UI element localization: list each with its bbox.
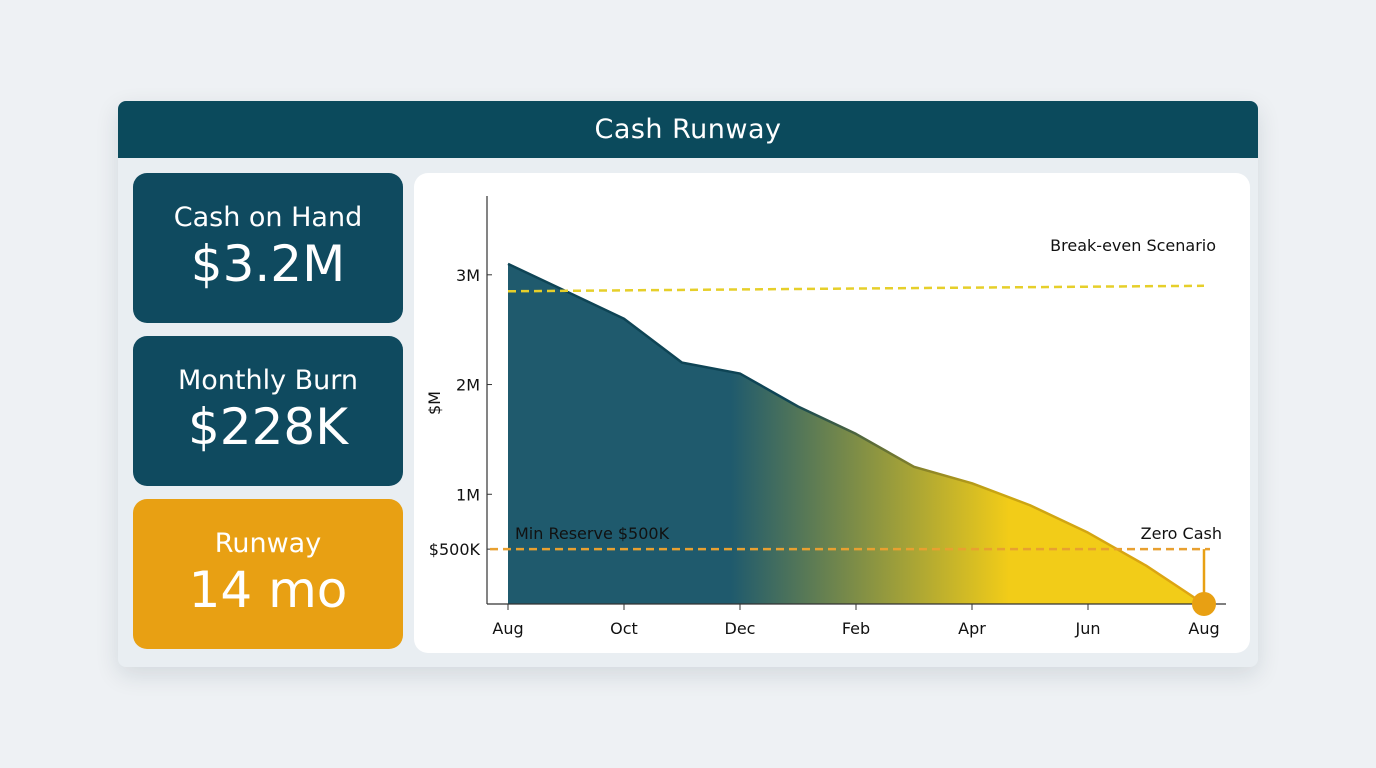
x-tick-label: Jun xyxy=(1075,619,1101,638)
y-tick-label: $500K xyxy=(429,540,481,559)
kpi-value: 14 mo xyxy=(188,560,348,619)
x-tick-label: Apr xyxy=(958,619,986,638)
y-tick-label: 3M xyxy=(456,266,480,285)
kpi-label: Runway xyxy=(214,528,322,560)
kpi-value: $3.2M xyxy=(190,234,346,293)
kpi-label: Monthly Burn xyxy=(177,365,359,397)
kpi-monthly-burn: Monthly Burn $228K xyxy=(133,336,403,486)
cash-line xyxy=(507,262,1205,606)
runway-chart: 3M 2M 1M $500K $M Aug Oct Dec Feb Apr Jun Aug Break-… xyxy=(425,196,1226,638)
break-even-line xyxy=(507,284,1205,293)
chart-panel: 3M 2M 1M $500K $M Aug Oct Dec Feb Apr Jun Aug Break-… xyxy=(414,173,1250,653)
x-tick-label: Feb xyxy=(842,619,870,638)
kpi-value: $228K xyxy=(187,397,349,456)
y-tick-label: 1M xyxy=(456,485,480,504)
min-reserve-label: Min Reserve $500K xyxy=(515,524,670,543)
zero-cash-label: Zero Cash xyxy=(1141,524,1222,543)
x-tick-label: Dec xyxy=(725,619,756,638)
x-tick-label: Aug xyxy=(1188,619,1219,638)
zero-cash-marker xyxy=(1192,592,1216,616)
kpi-cash-on-hand: Cash on Hand $3.2M xyxy=(133,173,403,323)
cash-runway-card: Cash Runway Cash on Hand $3.2M Monthly B… xyxy=(118,101,1258,667)
x-tick-label: Oct xyxy=(610,619,638,638)
y-axis-label: $M xyxy=(425,391,444,415)
card-title: Cash Runway xyxy=(118,101,1258,158)
kpi-label: Cash on Hand xyxy=(173,202,363,234)
y-tick-label: 2M xyxy=(456,376,480,395)
x-tick-label: Aug xyxy=(492,619,523,638)
kpi-runway: Runway 14 mo xyxy=(133,499,403,649)
break-even-label: Break-even Scenario xyxy=(1050,236,1216,255)
